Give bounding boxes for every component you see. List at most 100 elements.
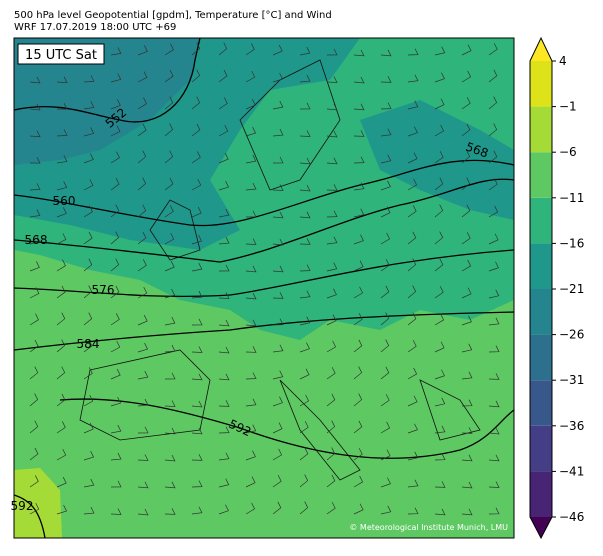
wind-barb bbox=[110, 258, 120, 272]
wind-barb bbox=[299, 421, 309, 434]
wind-barb bbox=[380, 449, 391, 461]
wind-barb bbox=[299, 211, 311, 219]
wind-barb bbox=[434, 341, 445, 353]
wind-barb bbox=[56, 181, 68, 191]
wind-barb bbox=[218, 97, 228, 110]
wind-barb bbox=[56, 448, 67, 461]
wind-barb bbox=[272, 344, 284, 353]
wind-barb bbox=[380, 259, 390, 272]
wind-barb bbox=[272, 396, 283, 407]
wind-barb bbox=[164, 205, 174, 218]
wind-barb bbox=[299, 130, 311, 137]
wind-barb bbox=[407, 74, 419, 83]
wind-barb bbox=[461, 177, 471, 191]
wind-barb bbox=[434, 258, 444, 272]
wind-barb bbox=[137, 123, 147, 137]
time-label: 15 UTC Sat bbox=[25, 48, 97, 63]
wind-barb bbox=[164, 316, 176, 326]
wind-barb bbox=[353, 103, 365, 111]
wind-barb bbox=[83, 367, 93, 380]
wind-barb bbox=[56, 76, 68, 84]
wind-barb bbox=[137, 342, 149, 353]
wind-barb bbox=[326, 447, 336, 461]
wind-barb bbox=[83, 450, 95, 461]
wind-barb bbox=[488, 289, 500, 299]
wind-barb bbox=[272, 211, 284, 219]
wind-barb bbox=[245, 210, 257, 218]
wind-barb bbox=[272, 422, 283, 434]
wind-barb bbox=[83, 179, 94, 191]
wind-barb bbox=[272, 475, 282, 488]
wind-barb bbox=[407, 479, 419, 488]
subtitle-line: WRF 17.07.2019 18:00 UTC +69 bbox=[14, 22, 176, 33]
wind-barb bbox=[137, 231, 147, 245]
wind-barb bbox=[56, 207, 67, 218]
wind-barb bbox=[164, 344, 176, 353]
wind-barb bbox=[218, 373, 230, 381]
wind-barb bbox=[164, 69, 174, 83]
colorbar-band bbox=[530, 152, 552, 198]
wind-barb bbox=[218, 152, 229, 164]
wind-barb bbox=[218, 478, 230, 488]
wind-barb bbox=[461, 70, 472, 83]
wind-barb bbox=[218, 426, 230, 434]
wind-barb bbox=[272, 448, 283, 461]
wind-barb bbox=[461, 343, 473, 353]
wind-barb bbox=[83, 506, 95, 515]
wind-barb bbox=[461, 232, 471, 245]
wind-barb bbox=[299, 184, 311, 192]
wind-barb bbox=[434, 369, 445, 380]
wind-barb bbox=[461, 123, 471, 137]
wind-barb bbox=[407, 340, 417, 353]
wind-barb bbox=[83, 205, 93, 218]
wind-barb bbox=[299, 238, 311, 245]
wind-barb bbox=[353, 130, 365, 137]
wind-barb bbox=[245, 70, 256, 83]
wind-barb bbox=[488, 96, 498, 110]
wind-barb bbox=[137, 370, 149, 380]
cold-pool bbox=[360, 100, 514, 220]
wind-barb bbox=[434, 124, 445, 137]
wind-barb bbox=[164, 150, 174, 164]
wind-barb bbox=[434, 204, 444, 218]
wind-barb bbox=[110, 125, 121, 137]
wind-barb bbox=[488, 205, 499, 218]
wind-barb bbox=[191, 506, 203, 515]
wind-barb bbox=[353, 366, 363, 380]
wind-barb bbox=[83, 231, 93, 245]
wind-barb bbox=[488, 454, 500, 462]
wind-barb bbox=[29, 393, 39, 407]
wind-barb bbox=[272, 72, 284, 83]
wind-barb bbox=[137, 45, 148, 56]
wind-barb bbox=[380, 206, 391, 218]
wind-barb bbox=[191, 262, 203, 272]
wind-barb bbox=[137, 71, 148, 83]
wind-barb bbox=[56, 393, 66, 407]
wind-barb bbox=[137, 286, 148, 299]
wind-barb bbox=[380, 128, 392, 137]
tick-label: 4 bbox=[559, 54, 567, 68]
wind-barb bbox=[299, 368, 310, 380]
wind-barb bbox=[29, 366, 39, 380]
wind-barb bbox=[272, 100, 284, 110]
contour-line bbox=[13, 311, 515, 351]
wind-barb bbox=[29, 313, 39, 326]
wind-barb bbox=[326, 340, 337, 353]
wind-barb bbox=[353, 260, 364, 272]
wind-barb bbox=[83, 153, 94, 164]
wind-barb bbox=[299, 290, 311, 299]
wind-barb bbox=[83, 422, 94, 434]
contour-line bbox=[13, 178, 515, 263]
wind-barb bbox=[218, 452, 230, 461]
wind-barb bbox=[137, 150, 147, 164]
contour-line bbox=[13, 37, 201, 123]
wind-barb bbox=[326, 48, 338, 56]
wind-barb bbox=[164, 454, 176, 462]
wind-barb bbox=[29, 209, 41, 218]
wind-barb bbox=[191, 480, 203, 488]
wind-barb bbox=[407, 48, 419, 56]
wind-barb bbox=[380, 366, 390, 380]
wind-barb bbox=[191, 42, 201, 56]
wind-barb bbox=[164, 232, 175, 245]
tick-label: −41 bbox=[559, 464, 584, 478]
